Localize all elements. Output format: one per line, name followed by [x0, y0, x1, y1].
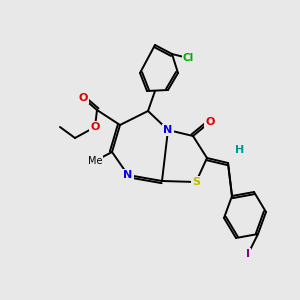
- Text: N: N: [123, 170, 133, 180]
- Text: O: O: [205, 117, 215, 127]
- Text: Me: Me: [88, 156, 102, 166]
- Text: I: I: [246, 249, 250, 259]
- Text: O: O: [90, 122, 100, 132]
- Text: Cl: Cl: [182, 53, 194, 63]
- Text: N: N: [164, 125, 172, 135]
- Text: H: H: [236, 145, 244, 155]
- Text: S: S: [192, 177, 200, 187]
- Text: O: O: [78, 93, 88, 103]
